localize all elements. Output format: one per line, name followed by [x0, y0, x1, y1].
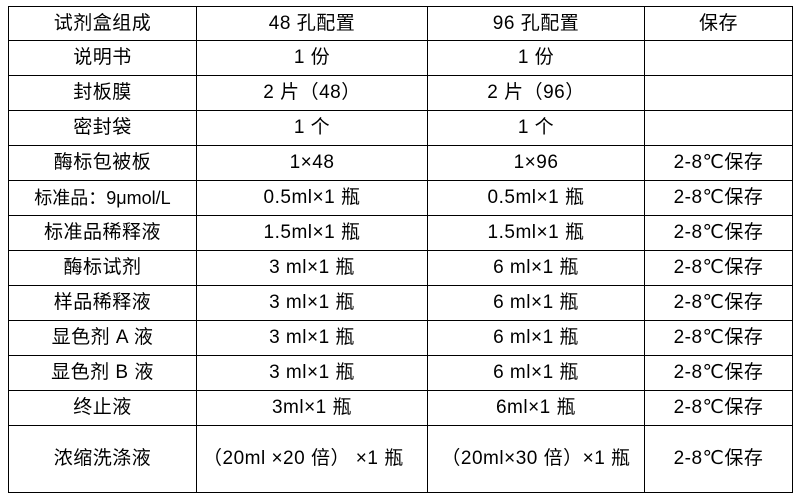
- cell-96-well: 6 ml×1 瓶: [427, 250, 645, 286]
- cell-component-name: 说明书: [8, 40, 197, 76]
- cell-storage: 2-8℃保存: [644, 320, 793, 356]
- cell-96-well: 6 ml×1 瓶: [427, 285, 645, 321]
- table-row: 密封袋 1 个 1 个: [8, 110, 793, 146]
- cell-storage: 2-8℃保存: [644, 355, 793, 391]
- table-row: 显色剂 A 液 3 ml×1 瓶 6 ml×1 瓶 2-8℃保存: [8, 320, 793, 356]
- cell-storage: [644, 75, 793, 111]
- table-row: 酶标包被板 1×48 1×96 2-8℃保存: [8, 145, 793, 181]
- cell-48-well: 1 份: [196, 40, 428, 76]
- cell-component-name: 显色剂 B 液: [8, 355, 197, 391]
- cell-48-well: 3 ml×1 瓶: [196, 285, 428, 321]
- column-header-48-well: 48 孔配置: [196, 6, 428, 41]
- cell-96-well: 6 ml×1 瓶: [427, 320, 645, 356]
- column-header-96-well: 96 孔配置: [427, 6, 645, 41]
- cell-48-well: （20ml ×20 倍） ×1 瓶: [196, 425, 428, 493]
- cell-storage: [644, 110, 793, 146]
- cell-96-well: 1×96: [427, 145, 645, 181]
- cell-component-name: 密封袋: [8, 110, 197, 146]
- cell-96-well: 0.5ml×1 瓶: [427, 180, 645, 216]
- table-row: 终止液 3ml×1 瓶 6ml×1 瓶 2-8℃保存: [8, 390, 793, 426]
- cell-48-well: 1 个: [196, 110, 428, 146]
- cell-component-name: 显色剂 A 液: [8, 320, 197, 356]
- cell-48-well: 1×48: [196, 145, 428, 181]
- cell-component-name: 酶标试剂: [8, 250, 197, 286]
- cell-96-well: 1 个: [427, 110, 645, 146]
- cell-component-name: 终止液: [8, 390, 197, 426]
- table-row: 酶标试剂 3 ml×1 瓶 6 ml×1 瓶 2-8℃保存: [8, 250, 793, 286]
- cell-storage: 2-8℃保存: [644, 285, 793, 321]
- table-row: 浓缩洗涤液 （20ml ×20 倍） ×1 瓶 （20ml×30 倍）×1 瓶 …: [8, 425, 793, 493]
- table-row: 标准品稀释液 1.5ml×1 瓶 1.5ml×1 瓶 2-8℃保存: [8, 215, 793, 251]
- cell-component-name: 样品稀释液: [8, 285, 197, 321]
- table-body: 试剂盒组成 48 孔配置 96 孔配置 保存 说明书 1 份 1 份 封板膜 2…: [8, 6, 793, 493]
- cell-48-well: 3 ml×1 瓶: [196, 320, 428, 356]
- column-header-storage: 保存: [644, 6, 793, 41]
- cell-48-well: 3ml×1 瓶: [196, 390, 428, 426]
- column-header-kit-composition: 试剂盒组成: [8, 6, 197, 41]
- document-page: 试剂盒组成 48 孔配置 96 孔配置 保存 说明书 1 份 1 份 封板膜 2…: [8, 6, 793, 493]
- table-header-row: 试剂盒组成 48 孔配置 96 孔配置 保存: [8, 6, 793, 41]
- cell-96-well: 1 份: [427, 40, 645, 76]
- kit-composition-table: 试剂盒组成 48 孔配置 96 孔配置 保存 说明书 1 份 1 份 封板膜 2…: [8, 6, 793, 493]
- cell-storage: 2-8℃保存: [644, 425, 793, 493]
- cell-96-well: （20ml×30 倍）×1 瓶: [427, 425, 645, 493]
- cell-48-well: 2 片（48）: [196, 75, 428, 111]
- cell-96-well: 6 ml×1 瓶: [427, 355, 645, 391]
- cell-48-well: 1.5ml×1 瓶: [196, 215, 428, 251]
- cell-storage: 2-8℃保存: [644, 250, 793, 286]
- cell-component-name: 酶标包被板: [8, 145, 197, 181]
- cell-storage: 2-8℃保存: [644, 390, 793, 426]
- cell-component-name: 浓缩洗涤液: [8, 425, 197, 493]
- cell-96-well: 1.5ml×1 瓶: [427, 215, 645, 251]
- cell-component-name: 封板膜: [8, 75, 197, 111]
- cell-storage: [644, 40, 793, 76]
- cell-96-well: 6ml×1 瓶: [427, 390, 645, 426]
- table-row: 封板膜 2 片（48） 2 片（96）: [8, 75, 793, 111]
- cell-48-well: 0.5ml×1 瓶: [196, 180, 428, 216]
- cell-storage: 2-8℃保存: [644, 180, 793, 216]
- table-row: 显色剂 B 液 3 ml×1 瓶 6 ml×1 瓶 2-8℃保存: [8, 355, 793, 391]
- cell-component-name: 标准品稀释液: [8, 215, 197, 251]
- cell-48-well: 3 ml×1 瓶: [196, 355, 428, 391]
- table-row: 标准品：9μmol/L 0.5ml×1 瓶 0.5ml×1 瓶 2-8℃保存: [8, 180, 793, 216]
- table-row: 样品稀释液 3 ml×1 瓶 6 ml×1 瓶 2-8℃保存: [8, 285, 793, 321]
- cell-96-well: 2 片（96）: [427, 75, 645, 111]
- cell-component-name: 标准品：9μmol/L: [8, 180, 197, 216]
- cell-storage: 2-8℃保存: [644, 215, 793, 251]
- cell-storage: 2-8℃保存: [644, 145, 793, 181]
- cell-48-well: 3 ml×1 瓶: [196, 250, 428, 286]
- table-row: 说明书 1 份 1 份: [8, 40, 793, 76]
